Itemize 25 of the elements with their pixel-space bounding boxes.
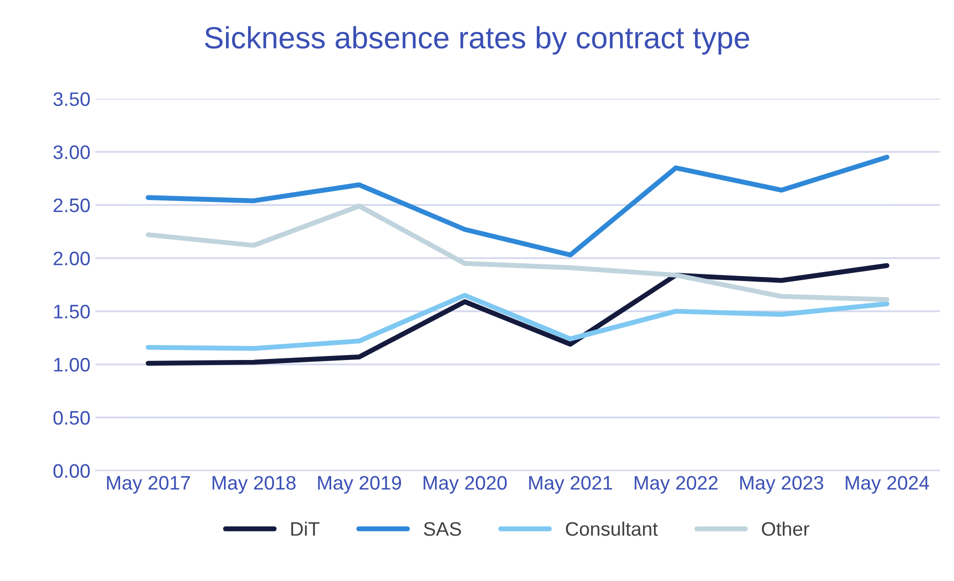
y-tick-label: 0.00 xyxy=(53,464,90,478)
y-tick-label: 3.50 xyxy=(53,92,90,106)
x-tick-label: May 2021 xyxy=(529,476,612,494)
line-series xyxy=(146,154,890,258)
y-tick-label: 0.50 xyxy=(53,410,90,425)
legend-label: Consultant xyxy=(566,522,658,536)
legend-label: SAS xyxy=(424,522,461,536)
x-tick-label: May 2024 xyxy=(846,476,930,494)
legend-label: Other xyxy=(762,522,810,536)
line-series xyxy=(146,204,890,302)
y-tick-label: 1.50 xyxy=(54,304,90,318)
x-tick-label: May 2023 xyxy=(740,476,824,494)
x-tick-label: May 2022 xyxy=(634,476,718,494)
x-tick-label: May 2020 xyxy=(424,476,507,494)
chart-title: Sickness absence rates by contract type xyxy=(204,26,750,55)
line-series xyxy=(146,292,890,351)
x-tick-label: May 2017 xyxy=(107,476,190,494)
x-tick-label: May 2019 xyxy=(318,476,402,494)
y-tick-label: 3.00 xyxy=(53,145,90,160)
y-tick-label: 2.50 xyxy=(54,198,90,212)
line-series xyxy=(146,263,890,366)
y-tick-label: 1.00 xyxy=(54,358,90,372)
x-tick-label: May 2018 xyxy=(212,476,296,494)
y-tick-label: 2.00 xyxy=(54,252,90,266)
legend-label: DiT xyxy=(291,522,320,536)
